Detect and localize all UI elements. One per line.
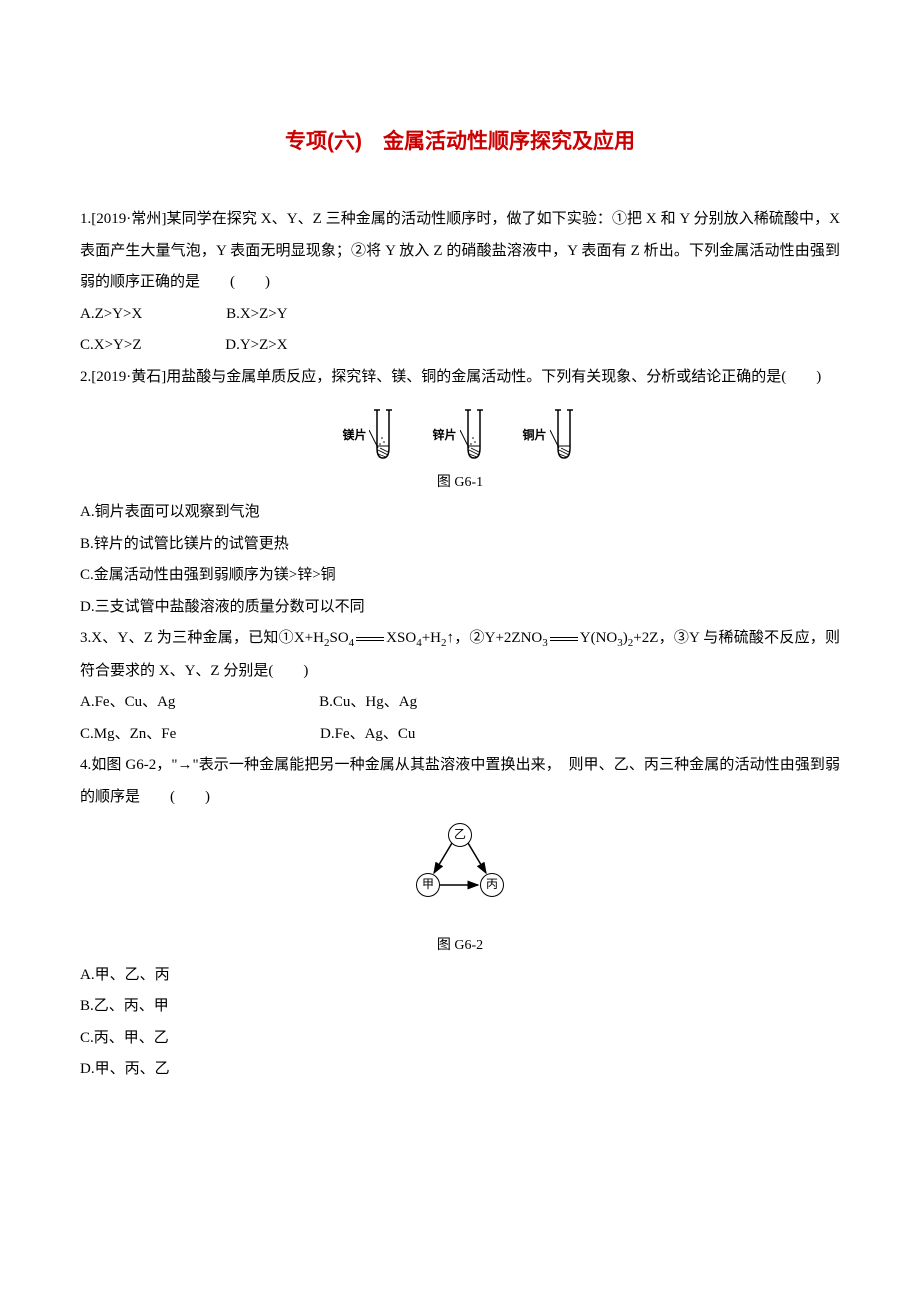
tube-2: 锌片	[432, 408, 487, 463]
equals-line-icon	[550, 637, 578, 641]
question-4-text: 4.如图 G6-2，"→"表示一种金属能把另一种金属从其盐溶液中置换出来， 则甲…	[80, 750, 840, 813]
q4-option-c: C.丙、甲、乙	[80, 1023, 840, 1055]
node-top: 乙	[448, 823, 472, 847]
test-tube-icon	[460, 408, 488, 463]
question-3-options-row1: A.Fe、Cu、Ag B.Cu、Hg、Ag	[80, 687, 840, 719]
q3-option-b: B.Cu、Hg、Ag	[319, 687, 417, 719]
q1-option-a: A.Z>Y>X	[80, 299, 142, 331]
figure-2-caption: 图 G6-2	[80, 931, 840, 960]
triangle-figure: 乙 甲 丙	[80, 823, 840, 921]
tube-1-label: 镁片	[342, 423, 366, 448]
question-3-text: 3.X、Y、Z 为三种金属，已知①X+H2SO4XSO4+H2↑，②Y+2ZNO…	[80, 623, 840, 687]
q3-option-c: C.Mg、Zn、Fe	[80, 719, 176, 751]
q2-option-c: C.金属活动性由强到弱顺序为镁>锌>铜	[80, 560, 840, 592]
tube-1: 镁片	[342, 408, 397, 463]
q3-prefix: 3.X、Y、Z 为三种金属，已知①X+H	[80, 630, 324, 646]
q3-mid1: SO	[329, 630, 348, 646]
q4-option-a: A.甲、乙、丙	[80, 960, 840, 992]
q1-option-b: B.X>Z>Y	[226, 299, 288, 331]
q2-option-a: A.铜片表面可以观察到气泡	[80, 497, 840, 529]
node-left: 甲	[416, 873, 440, 897]
q2-option-b: B.锌片的试管比镁片的试管更热	[80, 529, 840, 561]
page-title: 专项(六) 金属活动性顺序探究及应用	[80, 120, 840, 164]
q3-option-a: A.Fe、Cu、Ag	[80, 687, 175, 719]
tube-2-label: 锌片	[432, 423, 456, 448]
q3-eq2-mid: Y(NO	[580, 630, 618, 646]
q4-option-d: D.甲、丙、乙	[80, 1054, 840, 1086]
q1-option-d: D.Y>Z>X	[225, 330, 287, 362]
q3-option-d: D.Fe、Ag、Cu	[320, 719, 415, 751]
q2-option-d: D.三支试管中盐酸溶液的质量分数可以不同	[80, 592, 840, 624]
equals-line-icon	[356, 637, 384, 641]
test-tube-icon	[550, 408, 578, 463]
question-1-options-row2: C.X>Y>Z D.Y>Z>X	[80, 330, 840, 362]
question-2-text: 2.[2019·黄石]用盐酸与金属单质反应，探究锌、镁、铜的金属活动性。下列有关…	[80, 362, 840, 394]
triangle-diagram: 乙 甲 丙	[410, 823, 510, 908]
tube-3-label: 铜片	[523, 423, 547, 448]
node-right: 丙	[480, 873, 504, 897]
question-3-options-row2: C.Mg、Zn、Fe D.Fe、Ag、Cu	[80, 719, 840, 751]
question-1-text: 1.[2019·常州]某同学在探究 X、Y、Z 三种金属的活动性顺序时，做了如下…	[80, 204, 840, 299]
tube-3: 铜片	[523, 408, 578, 463]
q3-mid3: +H	[422, 630, 441, 646]
q3-mid2: XSO	[386, 630, 416, 646]
q1-option-c: C.X>Y>Z	[80, 330, 142, 362]
q3-end1: ↑，②Y+2ZNO	[446, 630, 542, 646]
question-1-options-row1: A.Z>Y>X B.X>Z>Y	[80, 299, 840, 331]
sub-4: 4	[349, 637, 355, 649]
sub-3: 3	[542, 637, 548, 649]
test-tubes-figure: 镁片 锌片	[80, 408, 840, 463]
figure-1-caption: 图 G6-1	[80, 468, 840, 497]
q4-option-b: B.乙、丙、甲	[80, 991, 840, 1023]
test-tube-icon	[369, 408, 397, 463]
